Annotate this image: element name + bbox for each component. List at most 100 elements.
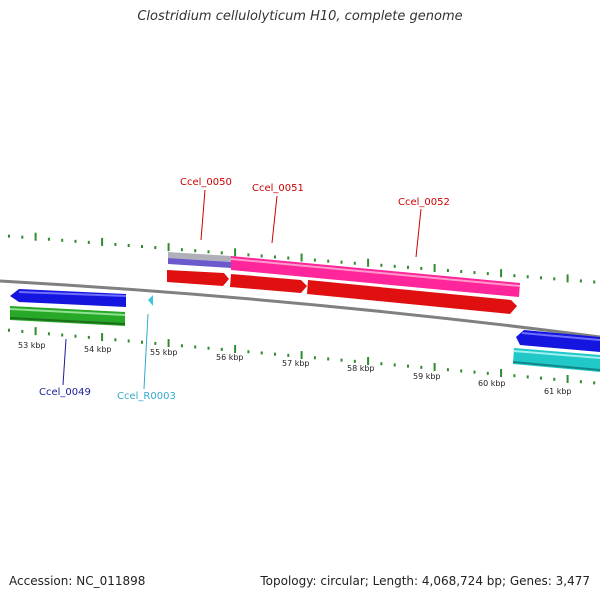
- cds-arrow-2[interactable]: [230, 274, 307, 293]
- lower-tick: [47, 332, 50, 336]
- upper-tick: [420, 266, 423, 270]
- cds-arrow-3[interactable]: [307, 280, 517, 314]
- gene-right-cyan[interactable]: [513, 348, 600, 372]
- lower-tick: [353, 359, 356, 363]
- upper-tick: [34, 232, 37, 241]
- lower-tick: [234, 345, 237, 354]
- gene-shadow: [9, 317, 126, 325]
- right-gene-group: [512, 330, 600, 372]
- upper-tick: [380, 263, 383, 267]
- gene-ccel-0050-grey[interactable]: [168, 252, 231, 262]
- upper-tick: [593, 280, 596, 284]
- upper-tick: [247, 253, 250, 257]
- upper-tick: [260, 254, 263, 258]
- gene-shadow: [512, 361, 600, 371]
- lower-tick: [407, 364, 409, 368]
- upper-tick: [74, 239, 77, 243]
- leader-ccel-0051: [271, 195, 278, 244]
- upper-tick: [407, 265, 409, 269]
- lower-tick: [593, 381, 596, 385]
- lower-tick: [313, 356, 316, 360]
- scale-label: 60 kbp: [478, 379, 506, 388]
- upper-tick-track: [8, 232, 596, 284]
- leader-ccel-0049: [62, 338, 67, 386]
- gene-ccel-r0003-cyan[interactable]: [148, 295, 153, 306]
- scale-label: 54 kbp: [84, 345, 112, 354]
- gene-label-ccel-0051[interactable]: Ccel_0051: [252, 183, 304, 194]
- upper-tick: [367, 258, 370, 267]
- lower-tick: [34, 327, 37, 336]
- lower-tick: [247, 350, 250, 354]
- lower-tick: [274, 352, 276, 356]
- upper-tick: [393, 264, 396, 268]
- lower-tick: [566, 374, 569, 383]
- gene-label-ccel-0049[interactable]: Ccel_0049: [39, 387, 91, 398]
- gene-label-ccel-0050[interactable]: Ccel_0050: [180, 177, 232, 188]
- gene-right-blue[interactable]: [516, 330, 600, 352]
- upper-tick: [47, 237, 50, 241]
- upper-tick: [21, 235, 24, 239]
- upper-tick: [220, 251, 223, 255]
- scale-label: 56 kbp: [216, 353, 244, 362]
- gene-highlight: [9, 308, 126, 316]
- upper-tick: [553, 277, 556, 281]
- lower-tick: [74, 334, 77, 338]
- upper-tick: [313, 258, 316, 262]
- lower-tick: [8, 328, 10, 332]
- lower-tick: [420, 365, 423, 369]
- lower-tick: [526, 375, 529, 379]
- lower-tick: [500, 369, 503, 378]
- scale-label: 61 kbp: [544, 387, 572, 396]
- upper-tick: [513, 274, 516, 278]
- lower-tick: [141, 340, 143, 344]
- gene-highlight: [18, 291, 127, 297]
- upper-tick: [141, 245, 143, 249]
- upper-tick: [114, 242, 117, 246]
- upper-tick: [446, 269, 449, 273]
- scale-label: 58 kbp: [347, 364, 375, 373]
- upper-tick: [127, 244, 130, 248]
- upper-tick: [154, 246, 157, 250]
- upper-tick: [473, 271, 476, 275]
- lower-tick: [486, 371, 489, 375]
- lower-tick: [101, 333, 104, 342]
- upper-tick: [353, 261, 356, 265]
- upper-tick: [526, 275, 529, 279]
- lower-tick: [21, 329, 24, 333]
- lower-tick: [194, 345, 197, 349]
- lower-tick: [287, 353, 290, 357]
- lower-tick: [340, 358, 343, 362]
- scale-label: 53 kbp: [18, 341, 46, 350]
- upper-tick: [274, 255, 276, 259]
- lower-tick: [180, 344, 183, 348]
- genome-backbone: [0, 279, 600, 339]
- upper-tick: [207, 250, 210, 254]
- gene-ccel-0050-purple[interactable]: [168, 258, 231, 268]
- gene-label-ccel-0052[interactable]: Ccel_0052: [398, 197, 450, 208]
- lower-tick: [61, 333, 64, 337]
- gene-label-ccel-r0003[interactable]: Ccel_R0003: [117, 391, 176, 402]
- upper-tick: [180, 248, 183, 252]
- upper-tick: [327, 259, 330, 263]
- lower-tick: [513, 374, 516, 378]
- upper-tick: [540, 276, 542, 280]
- gene-highlight: [521, 332, 600, 341]
- scale-label: 55 kbp: [150, 348, 178, 357]
- upper-tick: [300, 253, 303, 262]
- upper-tick: [287, 256, 290, 260]
- scale-label: 59 kbp: [413, 372, 441, 381]
- lower-tick: [367, 357, 370, 366]
- scale-labels: 53 kbp 54 kbp 55 kbp 56 kbp 57 kbp 58 kbp 59 k…: [18, 341, 572, 396]
- upper-tick: [500, 269, 503, 278]
- scale-label: 57 kbp: [282, 359, 310, 368]
- upper-tick: [486, 272, 489, 276]
- lower-tick: [380, 362, 383, 366]
- lower-tick: [579, 380, 582, 384]
- cds-arrow-1[interactable]: [167, 270, 229, 286]
- leader-ccel-0052: [415, 208, 422, 258]
- lower-tick-track: [8, 327, 596, 385]
- upper-tick: [340, 260, 343, 264]
- lower-tick: [167, 339, 170, 348]
- lower-tick: [393, 363, 396, 367]
